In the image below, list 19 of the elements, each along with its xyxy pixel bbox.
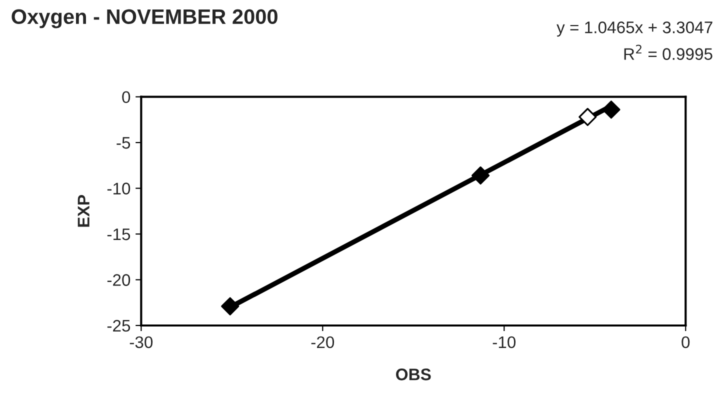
x-tick-label: -30 — [130, 336, 153, 348]
y-tick-label: -15 — [107, 228, 130, 240]
point — [602, 100, 620, 119]
text: R$^{2}$ = 0.9995 — [624, 44, 712, 60]
y-tick-label: -5 — [116, 137, 130, 149]
y-tick-label: -25 — [107, 320, 130, 332]
y-tick-label: -10 — [107, 182, 130, 194]
text: y = 1.0465x + 3.3047 — [556, 22, 712, 37]
point — [472, 166, 490, 185]
x-tick-label: -20 — [311, 336, 334, 348]
y-tick-label: -20 — [107, 274, 130, 286]
y-axis-title: EXP — [78, 195, 90, 227]
chart-title: Oxygen - NOVEMBER 2000 — [12, 9, 278, 28]
point — [578, 108, 597, 126]
y-tick-label: 0 — [122, 91, 130, 104]
x-axis-title: OBS — [396, 368, 431, 380]
x-tick-label: 0 — [682, 336, 690, 348]
x-tick-label: -10 — [492, 336, 516, 348]
point — [221, 297, 240, 316]
